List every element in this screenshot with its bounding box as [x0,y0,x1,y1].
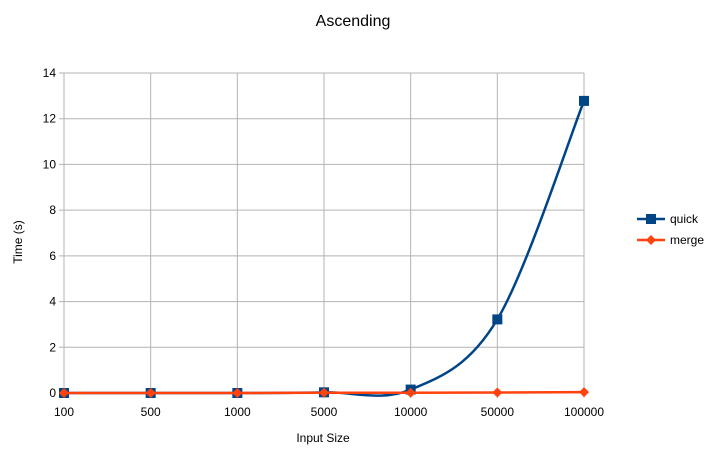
series-merge [59,387,589,398]
data-point-merge [232,388,243,398]
x-tick-label: 100000 [564,405,604,419]
series-layer [59,95,589,398]
y-tick-label: 6 [49,249,56,263]
y-tick-label: 2 [49,340,56,354]
data-point-merge [145,388,156,398]
y-tick-label: 14 [43,66,57,80]
chart-title: Ascending [316,13,391,30]
y-tick-label: 12 [43,112,57,126]
legend-marker-quick [646,214,656,224]
x-tick-label: 5000 [311,405,338,419]
legend-label-merge: merge [670,233,704,247]
x-tick-label: 500 [141,405,161,419]
y-axis-label: Time (s) [11,220,25,264]
legend-marker-merge [646,235,656,245]
data-point-merge [579,387,589,398]
x-axis-label: Input Size [296,431,350,445]
x-tick-label: 50000 [481,405,515,419]
data-point-merge [59,388,69,398]
x-axis-ticks: 100 500 1000 5000 10000 50000 100000 [54,405,604,419]
grid [59,72,585,398]
data-point-quick [579,95,589,106]
data-point-quick [492,314,503,325]
x-tick-label: 1000 [224,405,251,419]
legend-item-merge: merge [637,233,704,247]
legend-item-quick: quick [637,212,699,226]
x-tick-label: 10000 [394,405,428,419]
data-point-merge [319,387,329,398]
y-tick-label: 0 [49,386,56,400]
data-point-merge [492,387,503,398]
data-point-merge [405,387,416,398]
legend: quick merge [637,212,704,247]
y-tick-label: 4 [49,295,56,309]
x-tick-label: 100 [54,405,74,419]
y-tick-label: 10 [43,157,57,171]
y-axis-ticks: 0 2 4 6 8 10 12 14 [43,66,57,400]
legend-label-quick: quick [670,212,699,226]
y-tick-label: 8 [49,203,56,217]
